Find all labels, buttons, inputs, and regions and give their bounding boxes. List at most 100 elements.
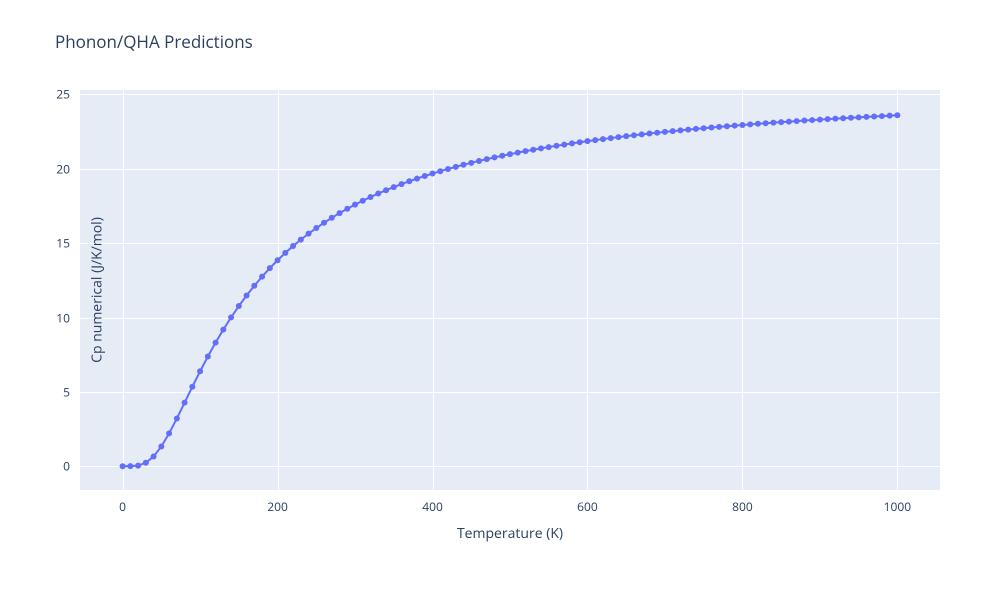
series-marker[interactable] bbox=[832, 116, 838, 122]
series-marker[interactable] bbox=[492, 154, 498, 160]
series-marker[interactable] bbox=[228, 314, 234, 320]
series-marker[interactable] bbox=[561, 142, 567, 148]
series-marker[interactable] bbox=[375, 191, 381, 197]
series-marker[interactable] bbox=[461, 162, 467, 168]
series-marker[interactable] bbox=[631, 132, 637, 138]
series-marker[interactable] bbox=[259, 274, 265, 280]
series-marker[interactable] bbox=[120, 463, 126, 469]
series-marker[interactable] bbox=[151, 453, 157, 459]
series-marker[interactable] bbox=[848, 115, 854, 121]
series-marker[interactable] bbox=[135, 463, 141, 469]
series-marker[interactable] bbox=[569, 140, 575, 146]
series-marker[interactable] bbox=[553, 143, 559, 149]
series-marker[interactable] bbox=[368, 194, 374, 200]
series-marker[interactable] bbox=[522, 148, 528, 154]
series-marker[interactable] bbox=[313, 225, 319, 231]
series-marker[interactable] bbox=[608, 135, 614, 141]
series-marker[interactable] bbox=[275, 257, 281, 263]
series-marker[interactable] bbox=[825, 116, 831, 122]
series-marker[interactable] bbox=[739, 122, 745, 128]
series-marker[interactable] bbox=[755, 121, 761, 127]
series-marker[interactable] bbox=[507, 151, 513, 157]
series-marker[interactable] bbox=[677, 127, 683, 133]
series-marker[interactable] bbox=[530, 147, 536, 153]
series-marker[interactable] bbox=[360, 198, 366, 204]
series-marker[interactable] bbox=[282, 250, 288, 256]
series-marker[interactable] bbox=[484, 156, 490, 162]
series-marker[interactable] bbox=[127, 463, 133, 469]
series-marker[interactable] bbox=[577, 139, 583, 145]
series-marker[interactable] bbox=[306, 231, 312, 237]
series-marker[interactable] bbox=[701, 125, 707, 131]
series-marker[interactable] bbox=[290, 243, 296, 249]
series-marker[interactable] bbox=[538, 145, 544, 151]
series-marker[interactable] bbox=[468, 160, 474, 166]
series-marker[interactable] bbox=[267, 265, 273, 271]
series-marker[interactable] bbox=[871, 113, 877, 119]
series-marker[interactable] bbox=[329, 215, 335, 221]
series-marker[interactable] bbox=[786, 119, 792, 125]
series-marker[interactable] bbox=[476, 158, 482, 164]
series-marker[interactable] bbox=[592, 137, 598, 143]
series-marker[interactable] bbox=[166, 430, 172, 436]
series-marker[interactable] bbox=[763, 120, 769, 126]
series-marker[interactable] bbox=[894, 112, 900, 118]
series-marker[interactable] bbox=[399, 181, 405, 187]
series-marker[interactable] bbox=[747, 121, 753, 127]
series-marker[interactable] bbox=[584, 138, 590, 144]
series-marker[interactable] bbox=[236, 303, 242, 309]
series-marker[interactable] bbox=[515, 150, 521, 156]
plot-area[interactable]: Cp numerical (J/K/mol) Temperature (K) 0… bbox=[80, 90, 940, 490]
series-marker[interactable] bbox=[639, 131, 645, 137]
series-marker[interactable] bbox=[197, 368, 203, 374]
series-marker[interactable] bbox=[863, 114, 869, 120]
series-marker[interactable] bbox=[724, 123, 730, 129]
series-marker[interactable] bbox=[251, 283, 257, 289]
series-marker[interactable] bbox=[430, 171, 436, 177]
series-marker[interactable] bbox=[174, 415, 180, 421]
series-marker[interactable] bbox=[143, 460, 149, 466]
series-marker[interactable] bbox=[670, 128, 676, 134]
series-marker[interactable] bbox=[158, 443, 164, 449]
series-marker[interactable] bbox=[716, 124, 722, 130]
series-marker[interactable] bbox=[708, 125, 714, 131]
series-marker[interactable] bbox=[422, 173, 428, 179]
series-marker[interactable] bbox=[600, 136, 606, 142]
series-marker[interactable] bbox=[244, 293, 250, 299]
series-marker[interactable] bbox=[732, 123, 738, 129]
series-marker[interactable] bbox=[213, 340, 219, 346]
series-marker[interactable] bbox=[662, 129, 668, 135]
series-marker[interactable] bbox=[856, 114, 862, 120]
series-marker[interactable] bbox=[445, 166, 451, 172]
series-marker[interactable] bbox=[383, 187, 389, 193]
series-marker[interactable] bbox=[778, 119, 784, 125]
series-marker[interactable] bbox=[352, 202, 358, 208]
series-marker[interactable] bbox=[693, 126, 699, 132]
series-marker[interactable] bbox=[615, 134, 621, 140]
series-marker[interactable] bbox=[546, 144, 552, 150]
series-marker[interactable] bbox=[220, 327, 226, 333]
series-marker[interactable] bbox=[685, 127, 691, 133]
series-marker[interactable] bbox=[391, 184, 397, 190]
series-marker[interactable] bbox=[321, 220, 327, 226]
series-marker[interactable] bbox=[817, 117, 823, 123]
series-marker[interactable] bbox=[298, 237, 304, 243]
series-marker[interactable] bbox=[205, 354, 211, 360]
series-marker[interactable] bbox=[337, 210, 343, 216]
series-marker[interactable] bbox=[794, 118, 800, 124]
series-marker[interactable] bbox=[809, 117, 815, 123]
series-marker[interactable] bbox=[623, 133, 629, 139]
series-marker[interactable] bbox=[887, 113, 893, 119]
series-marker[interactable] bbox=[646, 131, 652, 137]
series-marker[interactable] bbox=[406, 178, 412, 184]
series-marker[interactable] bbox=[499, 153, 505, 159]
series-marker[interactable] bbox=[840, 115, 846, 121]
series-marker[interactable] bbox=[182, 400, 188, 406]
series-marker[interactable] bbox=[654, 130, 660, 136]
series-marker[interactable] bbox=[801, 118, 807, 124]
series-marker[interactable] bbox=[437, 168, 443, 174]
series-marker[interactable] bbox=[414, 176, 420, 182]
series-marker[interactable] bbox=[770, 120, 776, 126]
series-marker[interactable] bbox=[879, 113, 885, 119]
series-marker[interactable] bbox=[344, 206, 350, 212]
